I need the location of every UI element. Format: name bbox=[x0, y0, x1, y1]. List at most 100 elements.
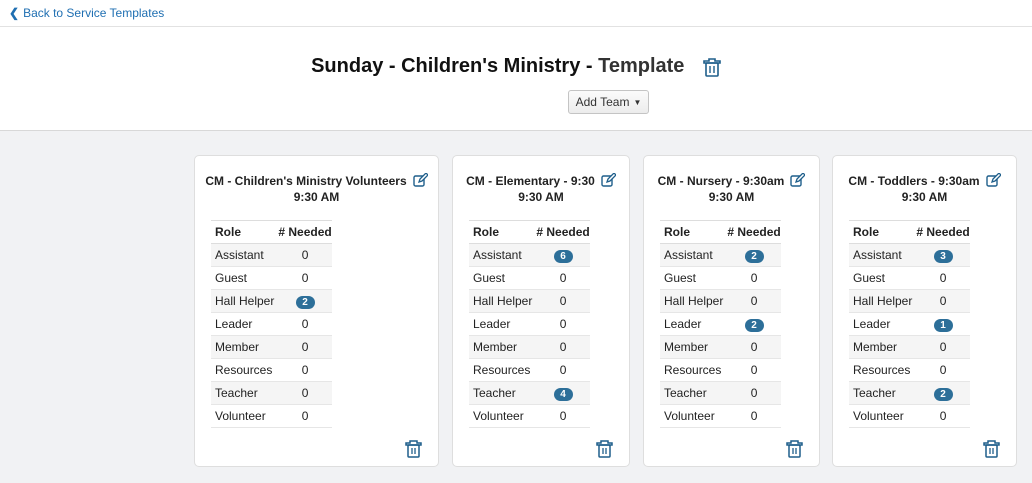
edit-icon[interactable] bbox=[790, 173, 806, 187]
table-row: Hall Helper 2 bbox=[211, 289, 332, 313]
top-bar: ❮ Back to Service Templates bbox=[0, 0, 1032, 27]
needed-count: 0 bbox=[750, 271, 758, 285]
role-cell: Assistant bbox=[660, 243, 724, 267]
role-cell: Member bbox=[849, 335, 913, 359]
needed-cell: 0 bbox=[532, 312, 590, 336]
role-cell: Hall Helper bbox=[469, 289, 533, 313]
needed-cell: 4 bbox=[532, 381, 590, 405]
team-time: 9:30 AM bbox=[901, 190, 948, 204]
needed-cell: 3 bbox=[912, 243, 970, 267]
needed-count: 0 bbox=[939, 271, 947, 285]
back-to-service-templates-link[interactable]: ❮ Back to Service Templates bbox=[9, 6, 164, 20]
needed-count-badge: 4 bbox=[553, 387, 573, 401]
needed-cell: 0 bbox=[532, 358, 590, 382]
column-header-role: Role bbox=[469, 220, 533, 244]
team-name: CM - Toddlers - 9:30am bbox=[848, 174, 980, 188]
role-cell: Hall Helper bbox=[660, 289, 724, 313]
role-cell: Assistant bbox=[469, 243, 533, 267]
role-cell: Guest bbox=[469, 266, 533, 290]
table-header-row: Role # Needed bbox=[469, 220, 590, 244]
role-cell: Volunteer bbox=[469, 404, 533, 428]
needed-cell: 0 bbox=[723, 266, 781, 290]
table-row: Volunteer 0 bbox=[849, 404, 970, 428]
needed-cell: 0 bbox=[274, 381, 332, 405]
needed-count: 0 bbox=[559, 271, 567, 285]
needed-count-badge: 2 bbox=[295, 295, 315, 309]
team-time: 9:30 AM bbox=[518, 190, 564, 204]
needed-cell: 0 bbox=[723, 335, 781, 359]
team-card: CM - Nursery - 9:30am 9:30 AM Role # Nee… bbox=[643, 155, 820, 467]
delete-template-trash-icon[interactable] bbox=[703, 57, 721, 77]
needed-count: 0 bbox=[559, 409, 567, 423]
needed-count: 0 bbox=[750, 409, 758, 423]
role-cell: Volunteer bbox=[849, 404, 913, 428]
table-row: Volunteer 0 bbox=[211, 404, 332, 428]
needed-cell: 0 bbox=[912, 289, 970, 313]
add-team-button[interactable]: Add Team ▼ bbox=[568, 90, 649, 114]
needed-count: 0 bbox=[939, 340, 947, 354]
needed-cell: 6 bbox=[532, 243, 590, 267]
table-row: Hall Helper 0 bbox=[849, 289, 970, 313]
needed-count: 0 bbox=[750, 363, 758, 377]
role-cell: Member bbox=[211, 335, 275, 359]
needed-cell: 0 bbox=[723, 289, 781, 313]
table-header-row: Role # Needed bbox=[660, 220, 781, 244]
add-team-label: Add Team bbox=[575, 95, 630, 109]
table-row: Teacher 0 bbox=[660, 381, 781, 405]
edit-icon[interactable] bbox=[601, 173, 616, 187]
needed-cell: 2 bbox=[723, 312, 781, 336]
column-header-needed: # Needed bbox=[532, 220, 590, 244]
needed-cell: 0 bbox=[532, 404, 590, 428]
needed-cell: 0 bbox=[723, 381, 781, 405]
needed-cell: 0 bbox=[723, 404, 781, 428]
team-time: 9:30 AM bbox=[293, 190, 340, 204]
edit-icon[interactable] bbox=[412, 173, 428, 187]
role-cell: Teacher bbox=[211, 381, 275, 405]
delete-team-trash-icon[interactable] bbox=[786, 439, 803, 458]
team-name: CM - Elementary - 9:30 bbox=[466, 174, 595, 188]
table-row: Resources 0 bbox=[660, 358, 781, 382]
needed-count-badge: 2 bbox=[744, 249, 764, 263]
table-row: Assistant 3 bbox=[849, 243, 970, 267]
needed-count: 0 bbox=[559, 317, 567, 331]
edit-icon[interactable] bbox=[985, 173, 1001, 187]
delete-team-trash-icon[interactable] bbox=[983, 439, 1000, 458]
page-header: Sunday - Children's Ministry - Template … bbox=[0, 27, 1032, 131]
needed-count-badge: 2 bbox=[933, 387, 953, 401]
delete-team-trash-icon[interactable] bbox=[405, 439, 422, 458]
table-row: Assistant 0 bbox=[211, 243, 332, 267]
role-cell: Member bbox=[469, 335, 533, 359]
needed-count: 0 bbox=[301, 409, 309, 423]
role-cell: Member bbox=[660, 335, 724, 359]
table-row: Guest 0 bbox=[211, 266, 332, 290]
needed-cell: 0 bbox=[912, 404, 970, 428]
needed-count: 0 bbox=[301, 340, 309, 354]
team-time: 9:30 AM bbox=[708, 190, 755, 204]
needed-cell: 0 bbox=[274, 335, 332, 359]
table-row: Teacher 4 bbox=[469, 381, 590, 405]
needed-cell: 0 bbox=[274, 404, 332, 428]
delete-team-trash-icon[interactable] bbox=[596, 439, 613, 458]
column-header-needed: # Needed bbox=[912, 220, 970, 244]
needed-count: 0 bbox=[301, 363, 309, 377]
table-row: Guest 0 bbox=[469, 266, 590, 290]
team-name: CM - Children's Ministry Volunteers bbox=[205, 174, 407, 188]
role-cell: Resources bbox=[660, 358, 724, 382]
needed-cell: 0 bbox=[723, 358, 781, 382]
table-row: Member 0 bbox=[660, 335, 781, 359]
table-row: Leader 2 bbox=[660, 312, 781, 336]
needed-cell: 0 bbox=[274, 312, 332, 336]
caret-down-icon: ▼ bbox=[633, 97, 642, 107]
table-row: Leader 1 bbox=[849, 312, 970, 336]
role-cell: Guest bbox=[849, 266, 913, 290]
role-cell: Leader bbox=[660, 312, 724, 336]
table-row: Teacher 2 bbox=[849, 381, 970, 405]
needed-cell: 0 bbox=[532, 266, 590, 290]
needed-count: 0 bbox=[301, 271, 309, 285]
needed-count: 0 bbox=[750, 386, 758, 400]
roles-table: Role # Needed Assistant 6 Guest 0 Hall H… bbox=[469, 220, 590, 428]
table-header-row: Role # Needed bbox=[849, 220, 970, 244]
role-cell: Hall Helper bbox=[849, 289, 913, 313]
table-row: Assistant 2 bbox=[660, 243, 781, 267]
table-row: Guest 0 bbox=[849, 266, 970, 290]
